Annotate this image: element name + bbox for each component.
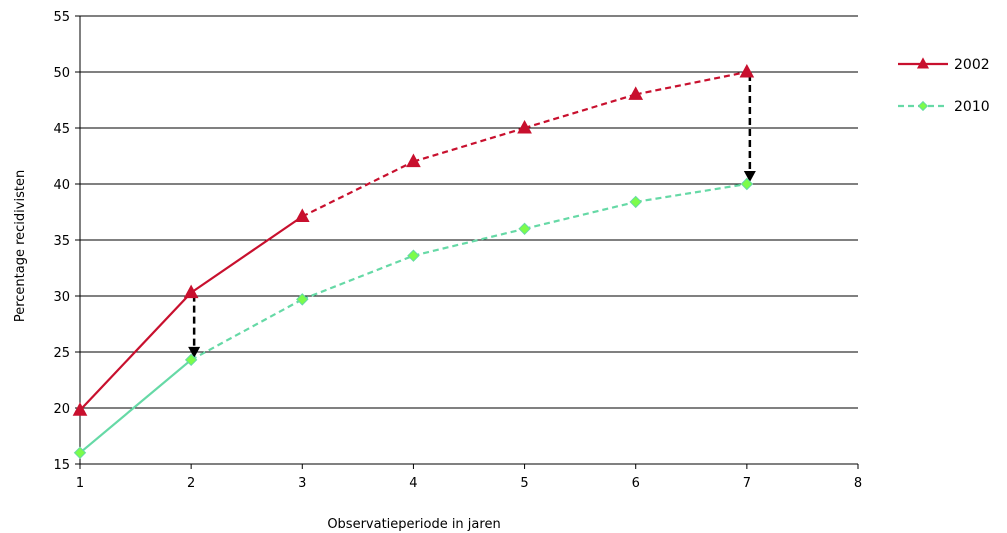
series-2010-marker [184,353,198,367]
series-2002-marker [517,119,532,134]
series-2002-marker [739,63,755,78]
series-2002-segment [190,215,303,294]
legend: 2002 2010 [898,57,990,115]
x-tick-label: 4 [409,476,417,491]
y-tick-label: 40 [53,178,70,193]
series-2010-marker [296,293,309,306]
series-2010-marker [73,446,87,460]
y-tick-label: 20 [53,402,70,417]
series-2010-marker [917,100,929,112]
x-tick-label: 3 [298,476,306,491]
x-tick-label: 1 [76,476,84,491]
x-tick-label: 7 [743,476,751,491]
series-2002-segment [524,93,637,130]
x-tick-label: 2 [187,476,195,491]
y-tick-label: 50 [53,66,70,81]
annotation-arrow-head [743,171,756,182]
y-tick-label: 35 [53,234,70,249]
y-tick-label: 45 [53,122,70,137]
x-axis-label: Observatieperiode in jaren [327,517,500,532]
x-tick-label: 6 [632,476,640,491]
series-2010-marker [740,177,754,191]
y-tick-label: 25 [53,346,70,361]
legend-label-2010: 2010 [954,99,990,115]
series-markers [72,63,755,460]
series-2002-segment [79,291,192,411]
y-tick-label: 15 [53,458,70,473]
series-2010-marker [518,222,531,236]
series-lines [79,70,748,454]
series-2010-marker [629,195,642,209]
series-2002-marker [628,86,644,100]
annotation-arrow-head [188,346,201,358]
series-2010-segment [190,298,303,361]
series-2002-segment [635,70,748,96]
legend-label-2002: 2002 [954,57,990,73]
series-2010-segment [301,254,414,301]
series-2010-segment [413,227,525,257]
annotation-arrows [188,74,756,358]
series-2002-marker [916,57,930,69]
series-2002-marker [72,402,88,416]
series-2010-segment [524,200,636,230]
series-2002-marker [294,208,310,222]
series-2010-marker [407,249,420,262]
series-2002-segment [301,160,414,218]
y-tick-label: 55 [53,10,70,25]
series-2002-segment [413,126,525,163]
series-2002-marker [406,153,421,168]
series-2010-segment [635,182,748,204]
y-axis-label: Percentage recidivisten [13,170,28,322]
x-tick-label: 5 [520,476,528,491]
axes [75,15,859,469]
series-2010-segment [79,358,192,454]
series-2002-marker [183,284,199,299]
grid-lines [80,15,858,409]
y-tick-label: 30 [53,290,70,305]
x-tick-label: 8 [854,476,862,491]
